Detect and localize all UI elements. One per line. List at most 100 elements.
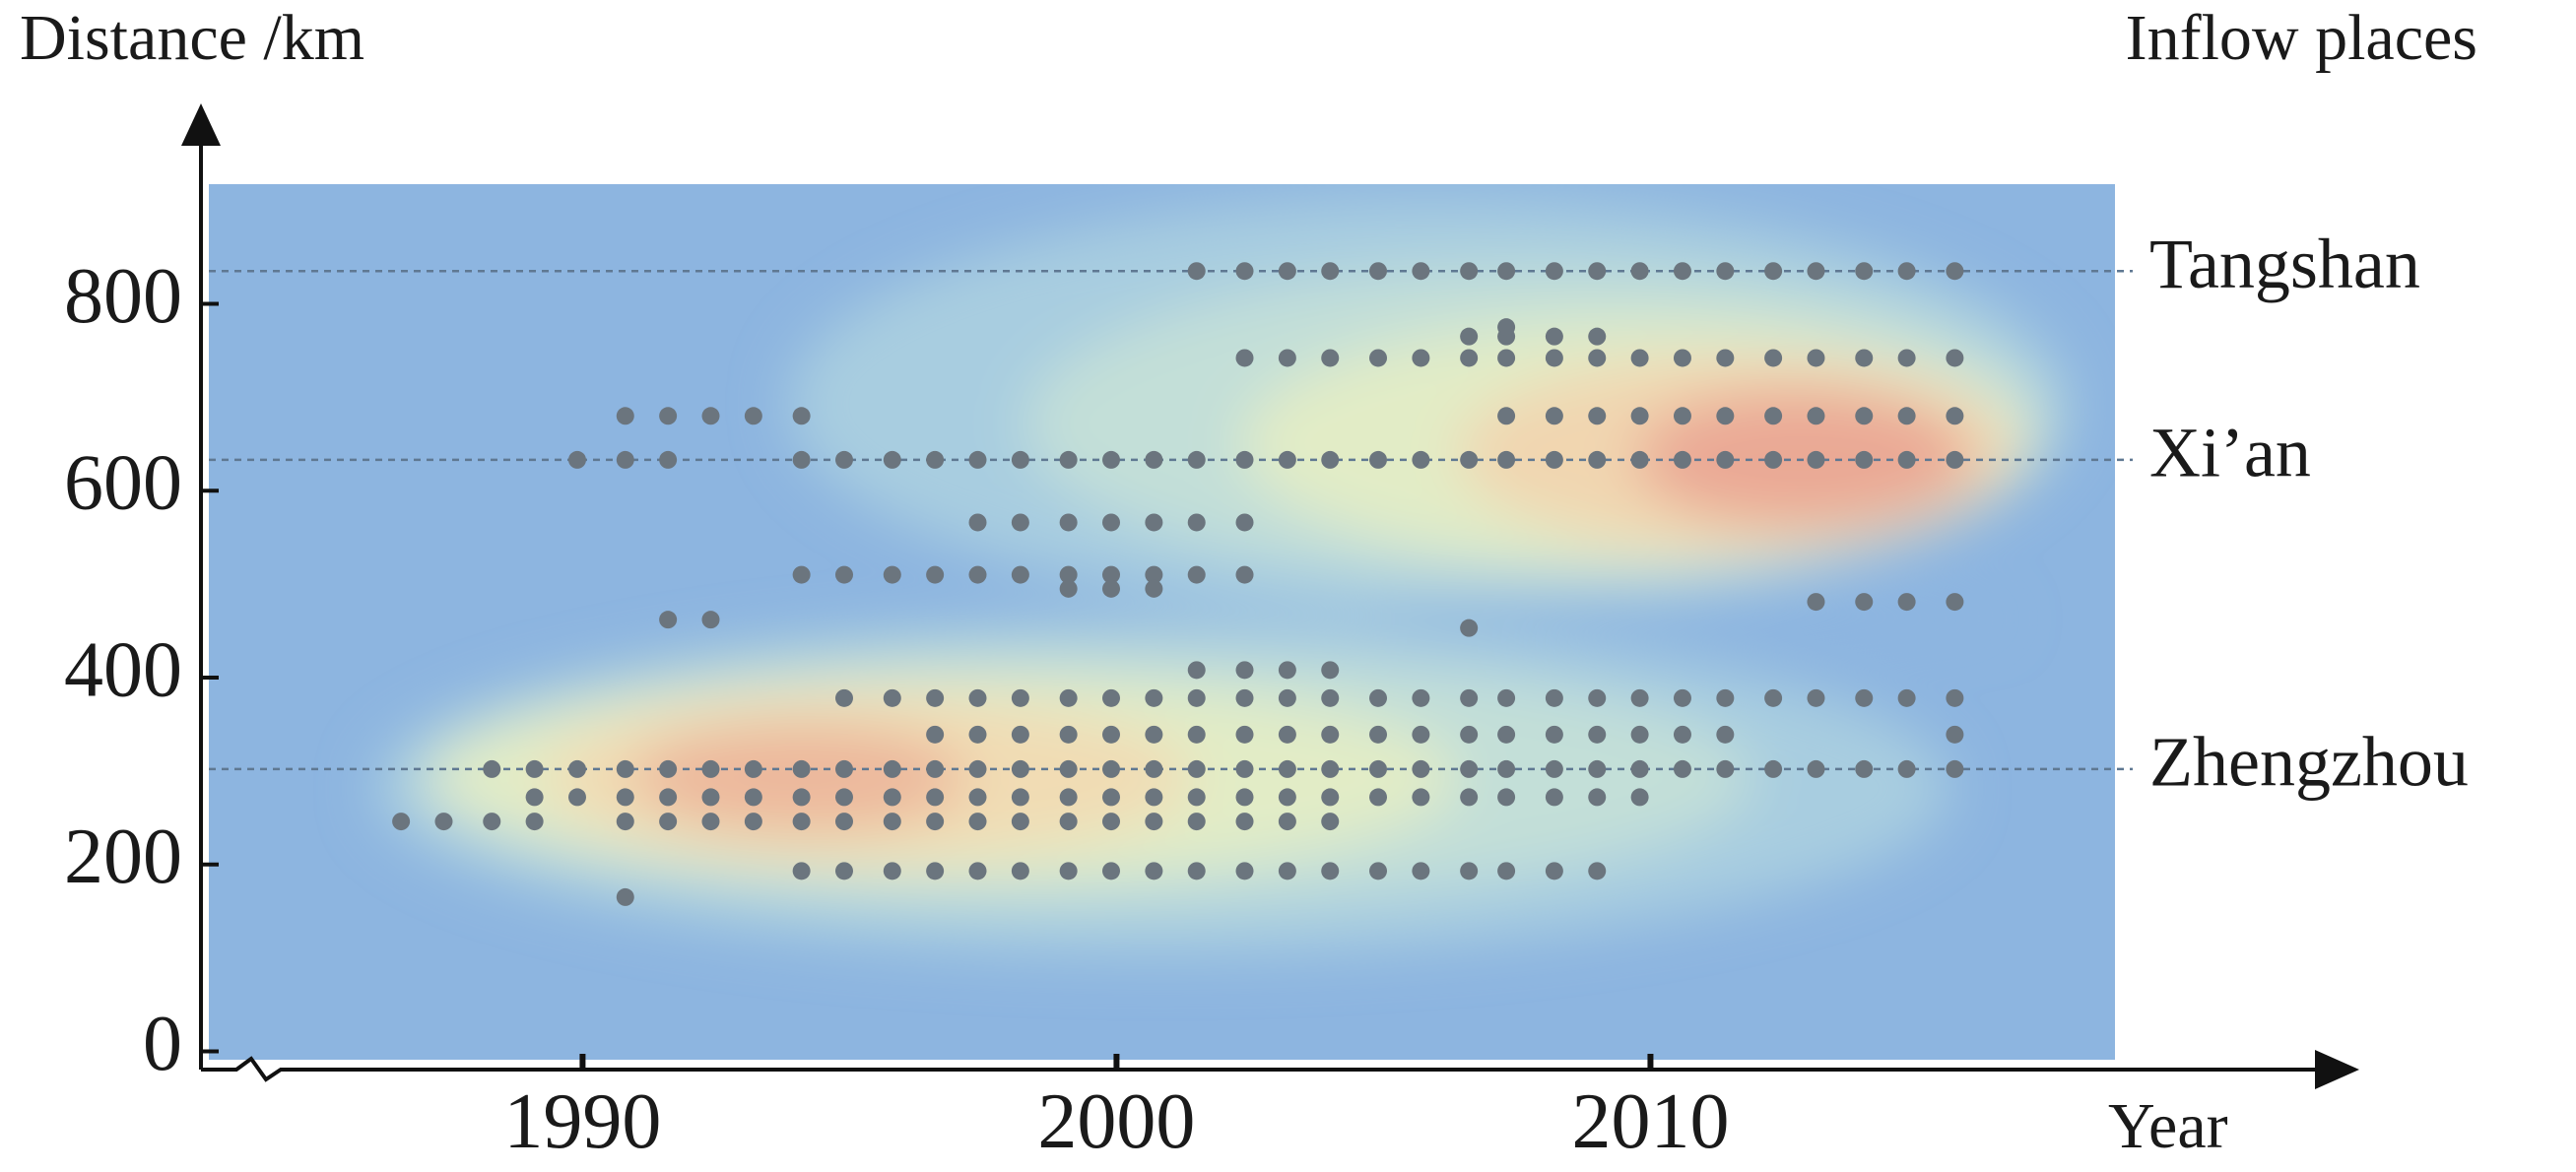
data-point	[1673, 407, 1691, 425]
data-point	[1855, 349, 1874, 367]
data-point	[926, 565, 945, 584]
data-point	[1235, 349, 1254, 367]
data-point	[1764, 407, 1783, 425]
data-point	[1278, 788, 1296, 807]
data-point	[883, 759, 901, 778]
data-point	[1630, 688, 1649, 707]
reference-label: Tangshan	[2149, 225, 2420, 303]
data-point	[1855, 407, 1874, 425]
data-point	[1145, 688, 1163, 707]
data-point	[835, 759, 853, 778]
data-point	[1545, 262, 1563, 281]
data-point	[1946, 262, 1964, 281]
data-point	[1321, 661, 1340, 680]
data-point	[1278, 862, 1296, 880]
data-point	[1102, 813, 1121, 831]
data-point	[1497, 862, 1516, 880]
data-point	[1897, 688, 1916, 707]
data-point	[1545, 327, 1563, 346]
data-point	[1412, 725, 1430, 744]
right-title: Inflow places	[2126, 2, 2477, 74]
data-point	[926, 759, 945, 778]
data-point	[1497, 407, 1516, 425]
x-axis	[201, 1056, 2354, 1082]
data-point	[1545, 688, 1563, 707]
data-point	[1369, 759, 1388, 778]
data-point	[1187, 450, 1206, 469]
data-point	[567, 759, 586, 778]
data-point	[1369, 788, 1388, 807]
data-point	[1187, 788, 1206, 807]
data-point	[1855, 450, 1874, 469]
data-point	[968, 725, 987, 744]
data-point	[1630, 759, 1649, 778]
data-point	[1187, 759, 1206, 778]
data-point	[1011, 862, 1029, 880]
data-point	[1946, 759, 1964, 778]
data-point	[1011, 788, 1029, 807]
data-point	[1187, 661, 1206, 680]
data-point	[1235, 813, 1254, 831]
data-point	[1059, 759, 1078, 778]
data-point	[392, 813, 411, 831]
data-point	[616, 813, 634, 831]
data-point	[926, 788, 945, 807]
data-point	[835, 788, 853, 807]
data-point	[1497, 688, 1516, 707]
y-tick-label: 400	[64, 626, 182, 713]
data-point	[883, 450, 901, 469]
data-point	[1460, 725, 1479, 744]
data-point	[1278, 725, 1296, 744]
data-point	[1011, 513, 1029, 532]
data-point	[926, 813, 945, 831]
data-point	[1716, 688, 1735, 707]
y-axis-title: Distance /km	[20, 2, 364, 74]
data-point	[1497, 788, 1516, 807]
data-point	[1235, 725, 1254, 744]
data-point	[883, 565, 901, 584]
data-point	[701, 759, 720, 778]
data-point	[1278, 262, 1296, 281]
data-point	[1946, 407, 1964, 425]
data-point	[1059, 688, 1078, 707]
data-point	[1897, 407, 1916, 425]
data-point	[883, 862, 901, 880]
y-axis-arrow	[181, 103, 221, 146]
data-point	[616, 407, 634, 425]
data-point	[1369, 862, 1388, 880]
data-point	[1545, 450, 1563, 469]
data-point	[1807, 262, 1825, 281]
ticks: 0 200 400 600 800 1990 2000 2010	[64, 253, 1729, 1165]
data-point	[1059, 788, 1078, 807]
data-point	[1187, 565, 1206, 584]
data-point	[616, 788, 634, 807]
data-point	[1011, 813, 1029, 831]
data-point	[1588, 327, 1607, 346]
data-point	[1412, 349, 1430, 367]
data-point	[1807, 349, 1825, 367]
data-point	[1946, 593, 1964, 612]
data-point	[1369, 450, 1388, 469]
y-tick-label: 200	[64, 814, 182, 900]
data-point	[1460, 262, 1479, 281]
data-point	[1412, 862, 1430, 880]
data-point	[1897, 349, 1916, 367]
data-point	[1235, 661, 1254, 680]
data-point	[968, 450, 987, 469]
data-point	[1369, 688, 1388, 707]
x-tick-label: 2000	[1037, 1078, 1195, 1165]
data-point	[792, 788, 811, 807]
data-point	[968, 862, 987, 880]
data-point	[968, 688, 987, 707]
data-point	[1897, 593, 1916, 612]
data-point	[1187, 688, 1206, 707]
data-point	[1545, 862, 1563, 880]
data-point	[1716, 262, 1735, 281]
data-point	[968, 513, 987, 532]
data-point	[1235, 759, 1254, 778]
data-point	[1321, 788, 1340, 807]
data-point	[1497, 262, 1516, 281]
data-point	[1460, 759, 1479, 778]
